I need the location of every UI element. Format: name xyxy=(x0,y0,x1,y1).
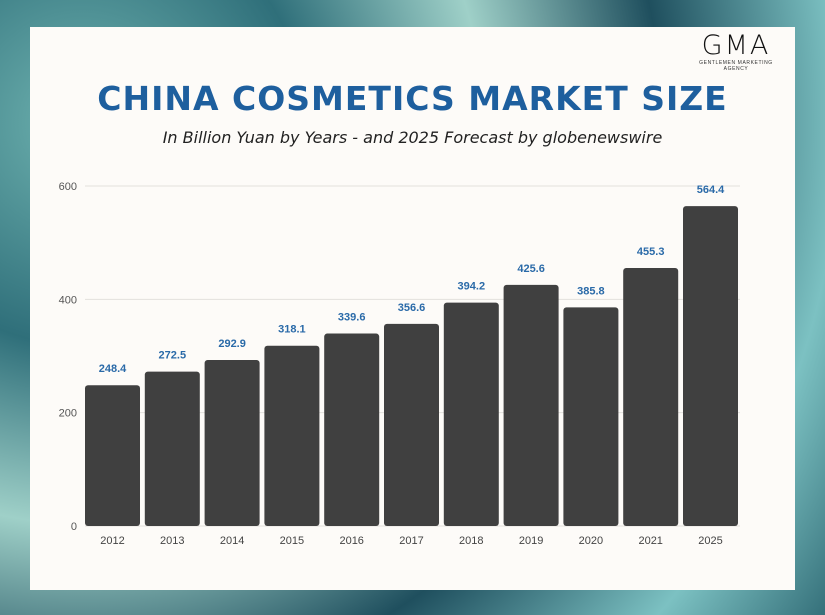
chart-title: CHINA COSMETICS MARKET SIZE xyxy=(97,79,728,118)
x-tick-label: 2021 xyxy=(638,535,662,547)
x-tick-label: 2017 xyxy=(399,535,423,547)
data-label: 339.6 xyxy=(338,312,366,324)
data-label: 385.8 xyxy=(577,285,605,297)
chart-card: GMA GENTLEMEN MARKETING AGENCY CHINA COS… xyxy=(30,27,795,590)
logo-tagline: GENTLEMEN MARKETING AGENCY xyxy=(699,60,773,72)
data-label: 272.5 xyxy=(159,350,187,362)
bar-2021 xyxy=(623,267,679,526)
x-tick-label: 2014 xyxy=(220,535,244,547)
bar-2015 xyxy=(264,345,320,526)
bar-2016 xyxy=(324,333,380,526)
data-label: 425.6 xyxy=(517,263,545,275)
bar-2017 xyxy=(384,323,439,526)
x-tick-label: 2025 xyxy=(698,535,722,547)
bar-2012 xyxy=(85,385,140,526)
x-tick-label: 2015 xyxy=(280,535,304,547)
bar-2014 xyxy=(204,360,260,526)
x-tick-label: 2018 xyxy=(459,535,483,547)
y-tick-label: 400 xyxy=(59,294,77,306)
bar-2025 xyxy=(683,206,738,526)
x-tick-label: 2012 xyxy=(100,535,124,547)
gma-logo: GMA GENTLEMEN MARKETING AGENCY xyxy=(686,30,786,73)
bar-2013 xyxy=(144,371,200,526)
bar-2018 xyxy=(443,302,499,526)
bar-chart: 0 200 400 600 248.4 2012 272.5 2013 292.9 2014 318… xyxy=(59,181,740,547)
data-label: 356.6 xyxy=(398,302,426,314)
x-tick-label: 2020 xyxy=(579,535,603,547)
bar-2020 xyxy=(563,307,619,526)
x-tick-label: 2013 xyxy=(160,535,184,547)
data-label: 292.9 xyxy=(218,338,246,350)
chart-subtitle: In Billion Yuan by Years - and 2025 Fore… xyxy=(162,128,663,147)
data-label: 394.2 xyxy=(458,281,486,293)
x-tick-label: 2019 xyxy=(519,535,543,547)
bar-2019 xyxy=(503,284,559,526)
data-label: 318.1 xyxy=(278,324,306,336)
data-label: 564.4 xyxy=(697,184,725,196)
data-label: 248.4 xyxy=(99,363,127,375)
x-tick-label: 2016 xyxy=(339,535,363,547)
y-tick-label: 600 xyxy=(59,181,77,193)
logo-text: GMA xyxy=(701,30,771,61)
y-tick-label: 200 xyxy=(59,408,77,420)
data-label: 455.3 xyxy=(637,246,665,258)
y-tick-label: 0 xyxy=(71,521,77,533)
